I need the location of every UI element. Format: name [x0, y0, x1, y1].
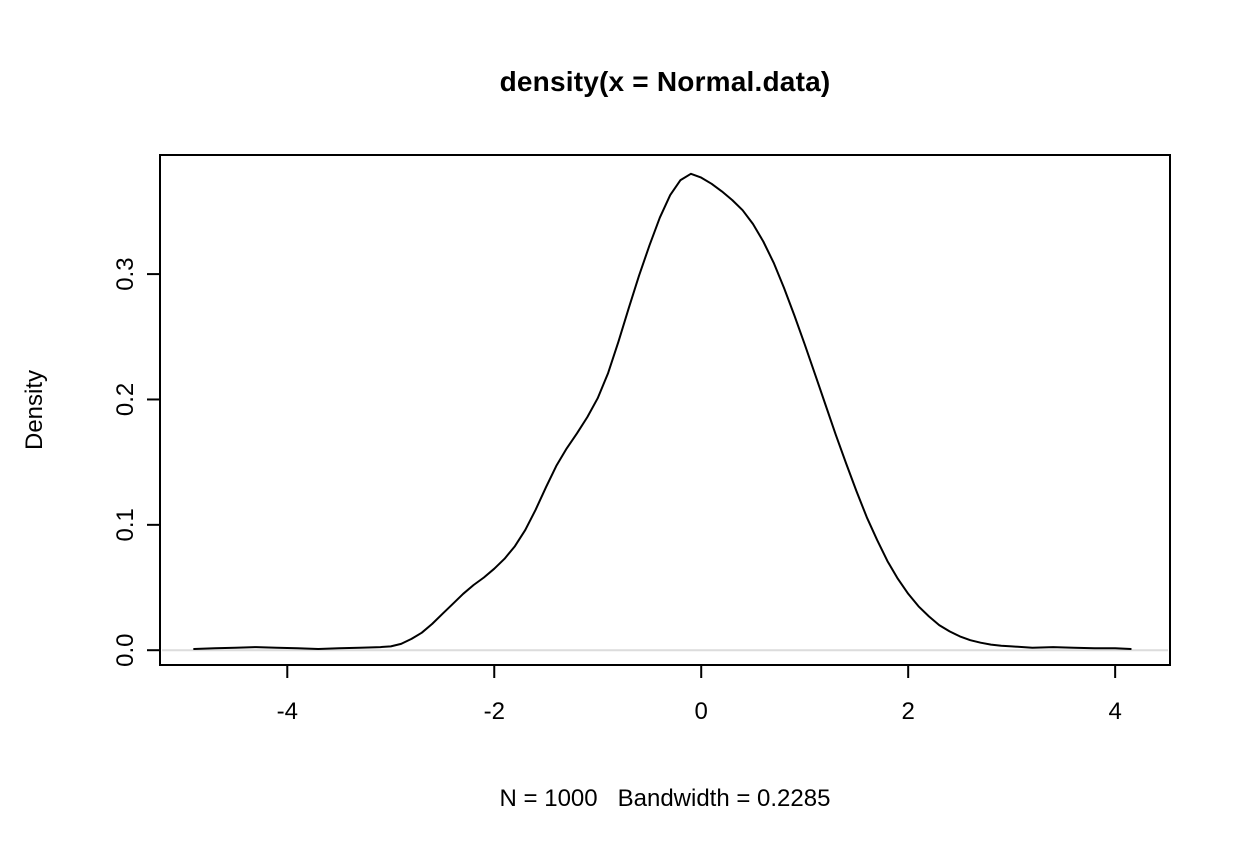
y-tick-label: 0.1 [112, 508, 139, 541]
density-curve [193, 172, 1132, 650]
x-tick-label: 0 [695, 698, 708, 725]
plot-box [159, 154, 1171, 666]
y-tick-label: 0.3 [112, 257, 139, 290]
chart-title: density(x = Normal.data) [499, 66, 831, 97]
y-axis-ticks: 0.0 0.1 0.2 0.3 [112, 257, 160, 667]
x-tick-label: 4 [1108, 698, 1121, 725]
x-axis-ticks: -4 -2 0 2 4 [277, 665, 1122, 725]
x-tick-label: 2 [902, 698, 915, 725]
x-tick-label: -2 [484, 698, 505, 725]
x-axis-label: N = 1000 Bandwidth = 0.2285 [499, 785, 831, 812]
x-tick-label: -4 [277, 698, 298, 725]
y-tick-label: 0.2 [112, 383, 139, 416]
y-tick-label: 0.0 [112, 634, 139, 667]
